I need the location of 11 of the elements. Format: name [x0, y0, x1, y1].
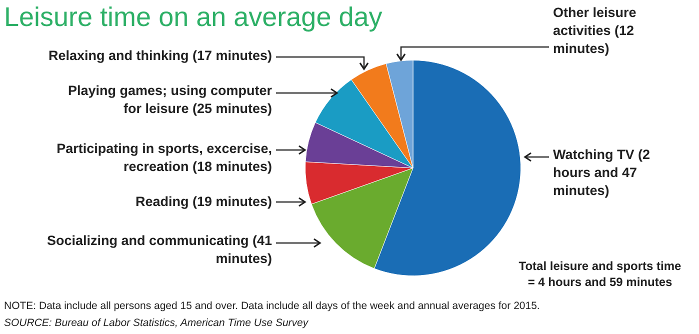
slice-label: Reading (19 minutes) — [134, 193, 272, 211]
slice-label: Watching TV (2 hours and 47 minutes) — [553, 146, 651, 200]
chart-title: Leisure time on an average day — [4, 2, 382, 33]
text: Total leisure and sports time = 4 hours and 59 minutes — [518, 258, 682, 290]
slice-label: Participating in sports, excercise, recreation (18 minutes) — [56, 140, 272, 176]
source-note: SOURCE: Bureau of Labor Statistics, American Time Use Survey — [4, 317, 308, 329]
slice-label: Playing games; using computer for leisure (25 minutes) — [66, 82, 272, 118]
slice-label: Socializing and communicating (41 minutes) — [46, 232, 272, 268]
slice-label: Other leisure activities (12 minutes) — [553, 4, 638, 58]
slice-label: Relaxing and thinking (17 minutes) — [47, 47, 272, 65]
text: NOTE: Data include all persons aged 15 and over. Data include all days of the week and annual averages for 2015. — [4, 300, 540, 312]
